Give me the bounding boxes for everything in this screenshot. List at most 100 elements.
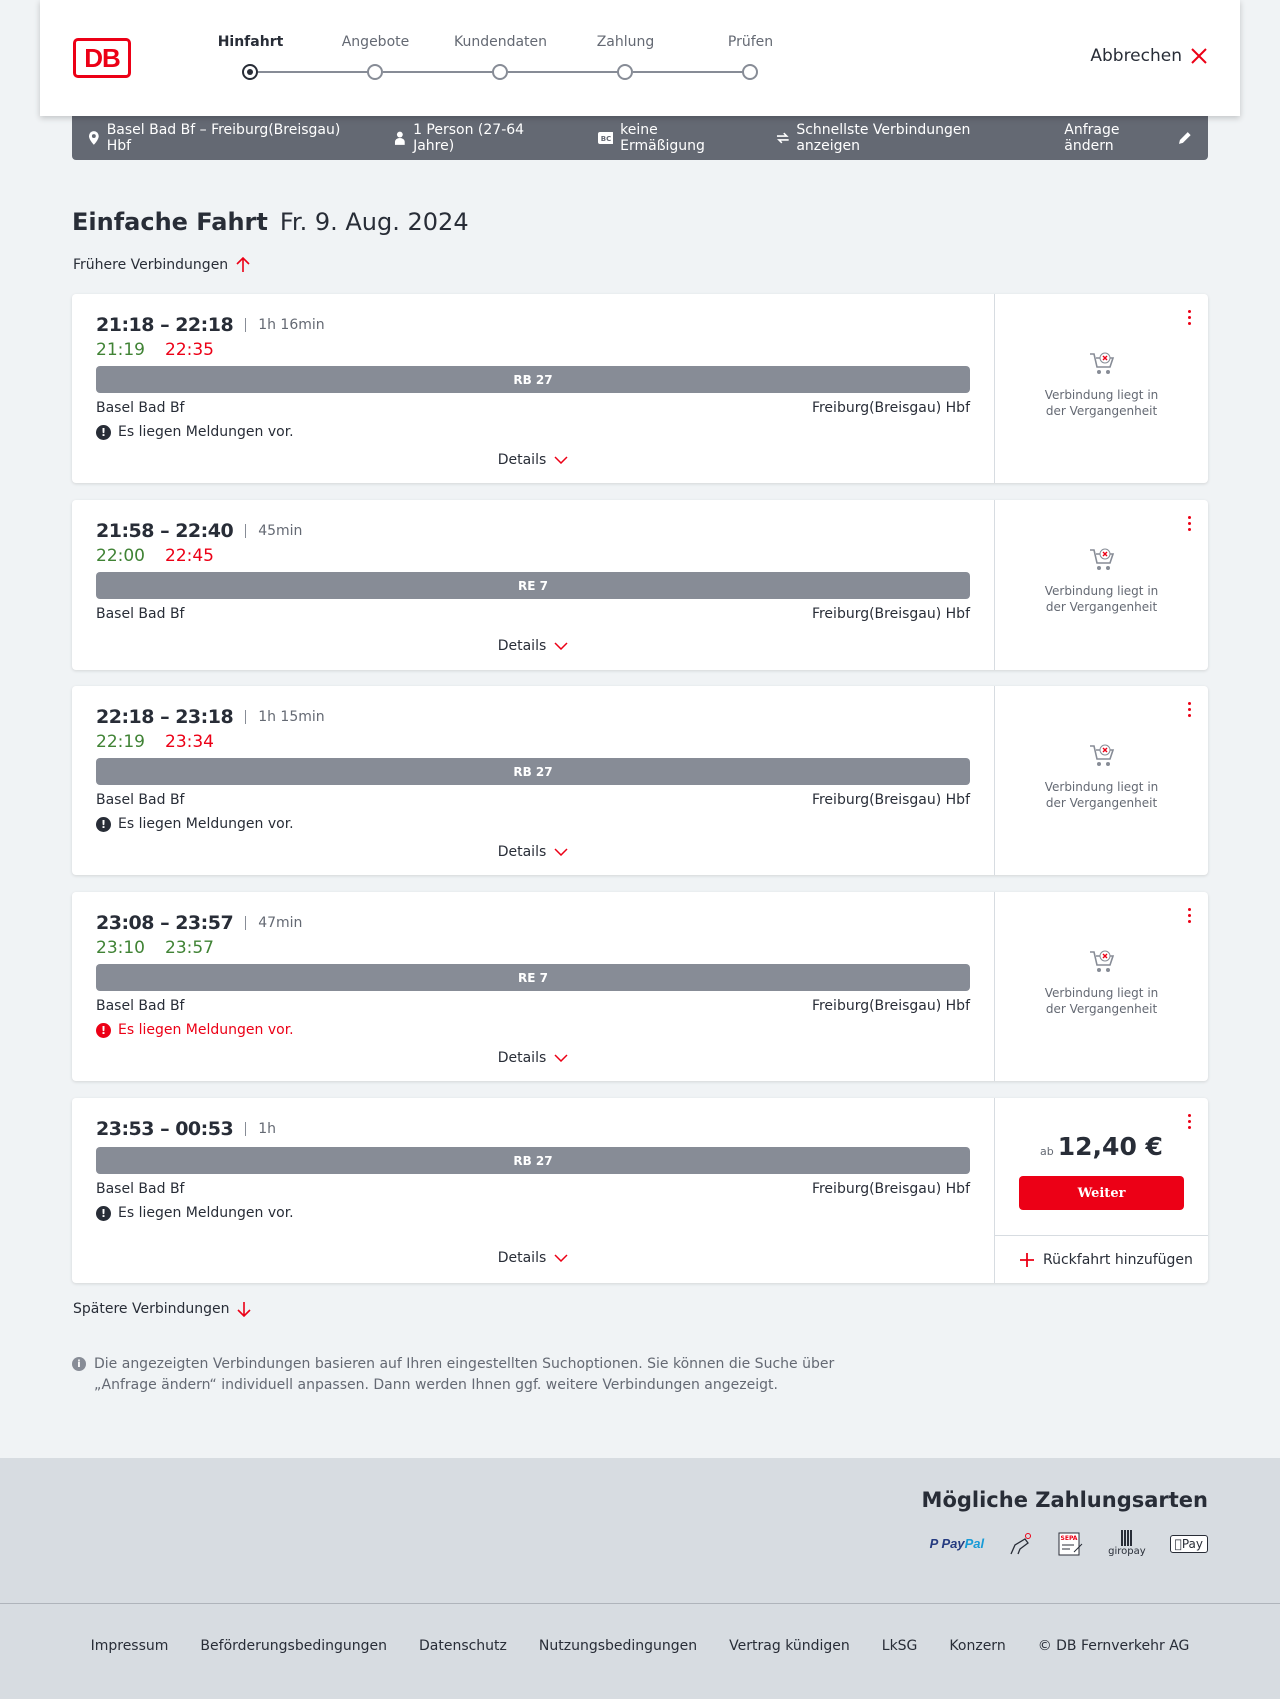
footer-link[interactable]: Nutzungsbedingungen [538,1638,698,1654]
duration: 1h 15min [258,709,325,725]
train-bar[interactable]: RE 7 [96,572,970,599]
add-return-button[interactable]: Rückfahrt hinzufügen [995,1235,1208,1283]
realtime-arrival: 22:35 [165,340,214,360]
realtime-times: 21:19 22:35 [96,340,214,360]
price-prefix: ab [1040,1145,1054,1158]
step-dot[interactable] [617,64,633,80]
duration: 45min [258,523,303,539]
persons-text: 1 Person (27-64 Jahre) [413,122,525,154]
continue-button[interactable]: Weiter [1019,1176,1184,1210]
separator [245,1122,247,1136]
earlier-connections-link[interactable]: Frühere Verbindungen [73,257,250,273]
footer-link[interactable]: Impressum [90,1638,169,1654]
past-connection-text: Verbindung liegt in der Vergangenheit [1044,779,1159,810]
separator [245,710,247,724]
trip-date: Fr. 9. Aug. 2024 [279,208,469,236]
departure-station: Basel Bad Bf [96,998,185,1014]
sepa-icon: SEPA [1058,1532,1083,1555]
later-label: Spätere Verbindungen [73,1301,230,1317]
departure-station: Basel Bad Bf [96,400,185,416]
realtime-departure: 22:00 [96,546,145,566]
footer-link[interactable]: Vertrag kündigen [729,1638,850,1654]
step-dot[interactable] [742,64,758,80]
realtime-times: 22:00 22:45 [96,546,214,566]
alert-icon: ! [96,1022,111,1038]
arrow-down-icon [237,1302,252,1317]
schedule-times: 21:18 – 22:18 1h 16min [96,314,325,336]
more-options-icon[interactable] [1188,1114,1192,1132]
footer-link[interactable]: © DB Fernverkehr AG [1037,1638,1190,1654]
realtime-departure: 23:10 [96,938,145,958]
train-bar[interactable]: RB 27 [96,1147,970,1174]
svg-text:SEPA: SEPA [1061,1535,1078,1542]
cancel-label: Abbrechen [1090,46,1182,66]
train-bar[interactable]: RB 27 [96,758,970,785]
later-connections-link[interactable]: Spätere Verbindungen [73,1301,252,1317]
details-toggle[interactable]: Details [72,1250,994,1266]
footer-link[interactable]: Beförderungsbedingungen [200,1638,387,1654]
info-icon: i [72,1357,86,1371]
connection-details: 22:18 – 23:18 1h 15min 22:19 23:34 RB 27 Bas… [72,686,994,875]
price: ab 12,40 € [995,1132,1208,1161]
scheduled-time: 21:18 – 22:18 [96,314,234,336]
step-label: Zahlung [596,34,655,50]
connection-card: 23:53 – 00:53 1h RB 27 Basel Bad Bf Freibur… [72,1098,1208,1283]
add-return-label: Rückfahrt hinzufügen [1043,1251,1193,1268]
route-text: Basel Bad Bf – Freiburg(Breisgau) Hbf [106,122,341,154]
footer: Mögliche Zahlungsarten P PayPal SEPA gir… [0,1458,1280,1699]
more-options-icon[interactable] [1188,516,1192,534]
chevron-down-icon [554,456,568,464]
past-connection-text: Verbindung liegt in der Vergangenheit [1044,584,1159,614]
earlier-label: Frühere Verbindungen [73,257,229,273]
edit-request-button[interactable]: Anfrage ändern [1064,122,1192,154]
discount-text: keine Ermäßigung [620,122,705,154]
edit-request-label: Anfrage ändern [1064,122,1120,154]
stations: Basel Bad Bf Freiburg(Breisgau) Hbf [96,792,970,808]
train-bar[interactable]: RB 27 [96,366,970,393]
more-options-icon[interactable] [1188,702,1192,720]
step-dot[interactable] [492,64,508,80]
footer-divider [0,1603,1280,1604]
notice-text: Es liegen Meldungen vor. [118,1205,294,1221]
realtime-departure: 21:19 [96,340,145,360]
connection-details: 21:58 – 22:40 45min 22:00 22:45 RE 7 Basel B… [72,500,994,670]
scheduled-time: 22:18 – 23:18 [96,706,234,728]
footer-link[interactable]: Datenschutz [418,1638,507,1654]
step-dot[interactable] [367,64,383,80]
chevron-down-icon [554,1254,568,1262]
cart-unavailable-icon [1089,744,1114,766]
search-summary-bar: Basel Bad Bf – Freiburg(Breisgau) Hbf 1 … [72,116,1208,160]
details-toggle[interactable]: Details [72,844,994,860]
footer-link[interactable]: LkSG [881,1638,918,1654]
offer-panel: Verbindung liegt in der Vergangenheit [994,500,1208,670]
details-toggle[interactable]: Details [72,452,994,468]
departure-station: Basel Bad Bf [96,1181,185,1197]
cancel-button[interactable]: Abbrechen [1090,46,1208,66]
page-title: Einfache Fahrt Fr. 9. Aug. 2024 [72,208,469,236]
more-options-icon[interactable] [1188,908,1192,926]
connection-card: 21:18 – 22:18 1h 16min 21:19 22:35 RB 27 Bas… [72,294,1208,483]
arrival-station: Freiburg(Breisgau) Hbf [811,606,970,622]
realtime-times: 23:10 23:57 [96,938,214,958]
connection-details: 23:08 – 23:57 47min 23:10 23:57 RE 7 Basel B… [72,892,994,1081]
svg-text:BC: BC [600,135,610,143]
details-label: Details [497,638,547,654]
realtime-arrival: 23:57 [165,938,214,958]
notice-message: ! Es liegen Meldungen vor. [96,816,294,832]
giropay-logo: giropay [1108,1530,1146,1557]
details-toggle[interactable]: Details [72,638,994,654]
footer-link[interactable]: Konzern [949,1638,1006,1654]
notice-message: ! Es liegen Meldungen vor. [96,1205,294,1221]
footer-links: Impressum Beförderungsbedingungen Datensch… [0,1638,1280,1654]
step-label: Prüfen [727,34,774,50]
step-label: Hinfahrt [217,34,284,50]
train-bar[interactable]: RE 7 [96,964,970,991]
step-dot[interactable] [242,64,258,80]
schedule-times: 21:58 – 22:40 45min [96,520,302,542]
fastest-toggle[interactable]: Schnellste Verbindungen anzeigen [776,122,1033,154]
more-options-icon[interactable] [1188,310,1192,328]
scheduled-time: 21:58 – 22:40 [96,520,234,542]
details-toggle[interactable]: Details [72,1050,994,1066]
offer-panel: Verbindung liegt in der Vergangenheit [994,892,1208,1081]
db-logo[interactable]: DB [73,38,131,78]
